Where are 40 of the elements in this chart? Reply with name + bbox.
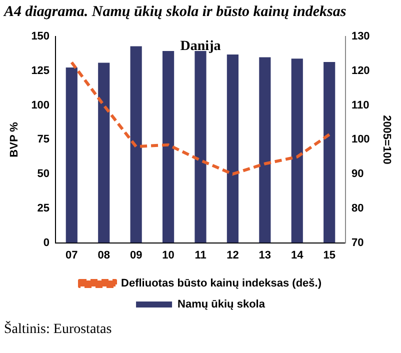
y2-tick-label: 130	[351, 30, 370, 43]
bar	[259, 57, 271, 243]
y2-tick-label: 90	[351, 168, 364, 180]
bar	[291, 58, 303, 243]
y-tick-label: 100	[31, 99, 50, 112]
x-tick-label: 13	[258, 249, 272, 262]
y-tick-label: 150	[31, 30, 50, 43]
y2-tick-label: 110	[351, 99, 370, 112]
x-tick-label: 11	[194, 249, 206, 262]
x-tick-label: 07	[66, 249, 78, 262]
y-axis-title: BVP %	[8, 122, 21, 158]
y-tick-label: 25	[37, 202, 50, 214]
y-tick-label: 125	[31, 65, 50, 77]
y2-tick-label: 80	[351, 202, 364, 214]
x-tick-label: 08	[98, 249, 110, 262]
chart-title: A4 diagrama. Namų ūkių skola ir būsto kainų indeksas	[4, 4, 348, 22]
text: Šaltinis: Eurostatas	[4, 322, 113, 338]
y-tick-label: 75	[37, 134, 50, 146]
y2-tick-label: 120	[351, 65, 370, 77]
bar	[162, 51, 174, 243]
y2-tick-label: 100	[351, 134, 370, 146]
bar	[130, 46, 142, 243]
bar	[194, 51, 206, 243]
legend-label: Defliuotas būsto kainų indeksas (deš.)	[121, 278, 322, 290]
x-tick-label: 14	[291, 249, 304, 262]
x-tick-label: 10	[162, 249, 174, 262]
bar	[324, 62, 336, 243]
bar	[226, 54, 239, 243]
line-series	[70, 60, 331, 176]
x-tick-label: 15	[323, 249, 336, 262]
x-tick-label: 09	[130, 249, 142, 262]
y-tick-label: 0	[43, 236, 50, 249]
y2-tick-label: 70	[351, 236, 364, 249]
x-tick-label: 12	[226, 249, 239, 262]
bar	[66, 68, 78, 243]
y-tick-label: 50	[37, 168, 50, 180]
chart-subtitle: Danija	[180, 39, 221, 54]
legend-label: Namų ūkių skola	[178, 298, 266, 311]
y2-axis-title: 2005=100	[380, 115, 392, 164]
bar	[98, 62, 110, 243]
